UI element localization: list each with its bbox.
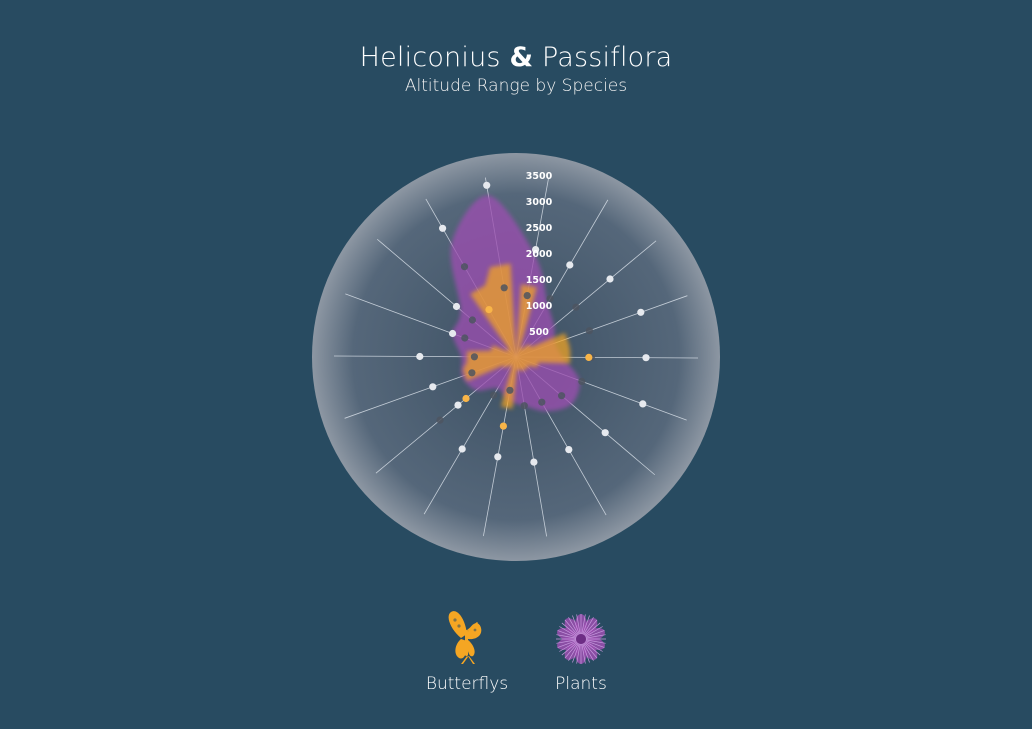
data-point-white (494, 453, 502, 461)
legend-item-butterflies[interactable]: Butterflys (417, 608, 517, 694)
radial-tick-label: 1500 (526, 275, 553, 286)
data-point-dark (490, 391, 498, 399)
data-point-dark (523, 292, 531, 300)
title-part-heliconius: Heliconius (359, 42, 501, 73)
flower-filament (583, 643, 594, 661)
data-point-white (637, 308, 645, 316)
legend-item-plants[interactable]: Plants (531, 608, 631, 694)
data-point-orange (499, 422, 507, 430)
flower-filament (576, 643, 581, 664)
flower-filament (581, 614, 586, 635)
flower-filament (561, 641, 578, 656)
data-point-dark (546, 295, 554, 303)
flower-filament (572, 643, 580, 663)
data-point-white (483, 181, 491, 189)
data-point-dark (470, 353, 478, 361)
data-point-white (532, 246, 540, 254)
flower-filament (584, 641, 601, 656)
flower-filament (568, 617, 579, 635)
flower-filament (556, 639, 577, 644)
radial-tick-labels: 500 1000 1500 2000 2500 3000 3500 (526, 171, 553, 338)
flower-filament (576, 614, 581, 635)
radial-tick-label: 2500 (526, 223, 553, 234)
flower-filament (572, 615, 580, 635)
data-point-white (606, 275, 614, 283)
radial-tick-label: 500 (529, 327, 549, 338)
data-point-orange (462, 394, 470, 403)
data-point-dark (578, 377, 586, 385)
data-point-white (416, 352, 424, 361)
data-point-white (458, 445, 466, 453)
flower-filament (561, 622, 578, 637)
flower-filament (583, 642, 598, 659)
flower-filament (585, 641, 603, 652)
data-point-orange (485, 306, 493, 314)
flower-filament (585, 634, 606, 639)
data-point-white (565, 446, 573, 454)
flower-filament (568, 643, 579, 661)
butterfly-icon (448, 611, 482, 664)
radial-tick-label: 1000 (526, 301, 553, 312)
data-point-orange (585, 353, 593, 361)
flower-filament (557, 630, 577, 638)
data-points (416, 181, 650, 466)
chart-title: Heliconius & Passiflora (0, 40, 1032, 76)
flower-filament (585, 626, 603, 637)
data-point-white (449, 329, 457, 338)
flower-filament (585, 640, 605, 648)
flower-filament (583, 617, 594, 635)
legend-label-plants: Plants (555, 674, 607, 694)
data-point-dark (585, 327, 594, 335)
data-point-white (452, 302, 461, 311)
title-block: Heliconius & Passiflora Altitude Range b… (0, 40, 1032, 98)
data-point-white (454, 401, 462, 409)
title-ampersand: & (509, 42, 534, 73)
flower-petal (564, 618, 581, 638)
flower-filament (559, 626, 577, 637)
data-point-dark (436, 416, 444, 424)
flower-filament (585, 639, 606, 644)
flower-center (576, 634, 586, 644)
flower-filament (585, 630, 605, 638)
data-point-white (639, 400, 647, 408)
series-areas (450, 195, 580, 412)
flower-filament (582, 643, 590, 663)
radial-tick-label: 3500 (526, 171, 553, 182)
flower-petal (581, 618, 598, 638)
flower-filament (582, 615, 590, 635)
radial-tick-label: 3000 (526, 197, 553, 208)
data-point-white (439, 224, 447, 232)
data-point-dark (461, 334, 469, 342)
data-point-dark (468, 316, 476, 324)
flower-filament (581, 643, 586, 664)
flower-filament (583, 619, 598, 636)
data-point-white (566, 261, 574, 269)
flower-filament (564, 642, 579, 659)
data-point-dark (506, 386, 514, 394)
data-point-dark (468, 369, 476, 377)
area-butterflies (462, 263, 571, 409)
flower-filament (584, 622, 601, 637)
flower-filament (557, 640, 577, 648)
data-point-dark (538, 398, 546, 406)
data-point-white (530, 458, 538, 466)
data-point-dark (572, 303, 580, 311)
flower-filament (559, 641, 577, 652)
flower-petal (564, 640, 581, 660)
title-part-passiflora: Passiflora (542, 42, 673, 73)
radial-tick-label: 2000 (526, 249, 553, 260)
flower-filament (556, 634, 577, 639)
passion-flower-icon (556, 614, 606, 664)
legend-label-butterflies: Butterflys (425, 674, 509, 694)
flower-filament (564, 619, 579, 636)
chart-subtitle: Altitude Range by Species (404, 76, 628, 96)
data-point-dark (520, 402, 528, 410)
data-point-white (429, 383, 437, 391)
data-point-dark (500, 284, 508, 292)
data-point-dark (558, 392, 566, 400)
data-point-white (601, 429, 609, 437)
data-point-dark (460, 263, 469, 271)
data-point-white (642, 354, 650, 362)
